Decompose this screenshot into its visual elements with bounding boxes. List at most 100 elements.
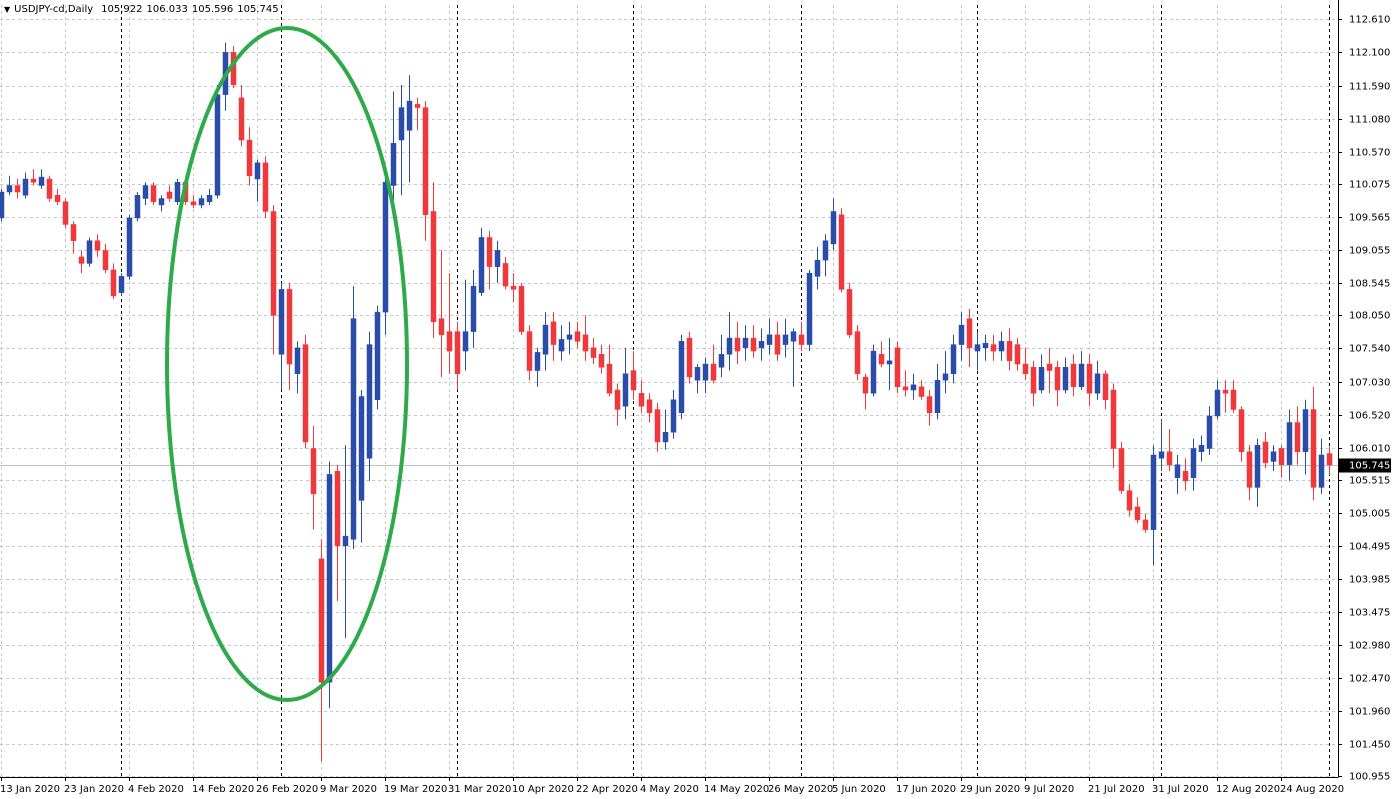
x-tick-label: 12 Aug 2020 xyxy=(1216,784,1280,795)
candle-body xyxy=(822,240,829,261)
candle-body xyxy=(1310,409,1317,488)
candle-body xyxy=(1022,363,1029,375)
candle-body xyxy=(54,194,61,202)
candle-body xyxy=(262,162,269,212)
candle-body xyxy=(846,289,853,336)
x-tick-label: 13 Jan 2020 xyxy=(0,784,60,795)
candle-body xyxy=(198,198,205,206)
candle-body xyxy=(110,269,117,297)
candle-body xyxy=(526,331,533,371)
candle-body xyxy=(62,201,69,225)
chart-header: ▼ USDJPY-cd,Daily 105.922 106.033 105.59… xyxy=(4,4,279,15)
candle-body xyxy=(1126,490,1133,511)
candle-body xyxy=(510,285,517,290)
candle-body xyxy=(902,386,909,391)
candle-body xyxy=(190,201,197,206)
y-tick-label: 101.960 xyxy=(1349,707,1390,718)
candle-body xyxy=(982,343,989,349)
candle-body xyxy=(1278,448,1285,465)
candle-body xyxy=(150,185,157,202)
header-close: 105.745 xyxy=(237,4,279,15)
candle-body xyxy=(766,334,773,345)
y-tick-label: 108.545 xyxy=(1349,279,1390,290)
candle-body xyxy=(966,318,973,349)
candle-body xyxy=(934,380,941,414)
candle-body xyxy=(918,386,925,397)
candle-body xyxy=(390,143,397,186)
candle-body xyxy=(830,211,837,245)
candle-body xyxy=(806,272,813,345)
candle-body xyxy=(1006,341,1013,362)
candle-body xyxy=(422,107,429,215)
candle-body xyxy=(718,354,725,368)
candle-body xyxy=(1182,470,1189,482)
candle-body xyxy=(158,198,165,206)
candle-body xyxy=(878,354,885,365)
y-tick-label: 102.470 xyxy=(1349,674,1390,685)
candle-body xyxy=(582,334,589,352)
candle-body xyxy=(1174,464,1181,478)
candle-body xyxy=(558,339,565,352)
candle-body xyxy=(710,363,717,381)
candle-body xyxy=(1206,415,1213,449)
candle-body xyxy=(646,399,653,414)
candle-body xyxy=(1294,422,1301,452)
x-tick-label: 26 May 2020 xyxy=(768,784,833,795)
candle-body xyxy=(998,341,1005,352)
x-tick-label: 4 May 2020 xyxy=(640,784,699,795)
candle-body xyxy=(14,185,21,193)
candle-body xyxy=(1230,389,1237,410)
candle-body xyxy=(782,334,789,345)
candle-body xyxy=(1254,444,1261,488)
candle-body xyxy=(1110,389,1117,449)
candle-body xyxy=(990,344,997,352)
candle-body xyxy=(446,331,453,352)
candle-body xyxy=(1054,367,1061,391)
candle-body xyxy=(686,337,693,378)
candle-body xyxy=(654,409,661,443)
candle-body xyxy=(1318,454,1325,488)
candle-body xyxy=(1222,389,1229,394)
candle-body xyxy=(838,214,845,290)
candle-body xyxy=(342,535,349,547)
x-tick-label: 22 Apr 2020 xyxy=(576,784,638,795)
candle-body xyxy=(86,240,93,264)
y-tick-label: 102.980 xyxy=(1349,641,1390,652)
candle-body xyxy=(750,337,757,352)
candle-body xyxy=(302,344,309,443)
candle-body xyxy=(462,331,469,352)
candle-body xyxy=(958,324,965,345)
candle-body xyxy=(1118,448,1125,491)
candle-body xyxy=(1302,409,1309,452)
candle-body xyxy=(286,289,293,365)
candle-body xyxy=(1062,367,1069,391)
x-tick-label: 21 Jul 2020 xyxy=(1088,784,1145,795)
candle-body xyxy=(894,347,901,388)
candle-body xyxy=(1198,444,1205,452)
candle-body xyxy=(798,334,805,345)
candle-body xyxy=(166,191,173,199)
y-tick-label: 103.475 xyxy=(1349,608,1390,619)
candle-body xyxy=(622,373,629,407)
highlight-ellipse xyxy=(165,26,409,702)
period-separators xyxy=(121,5,1330,777)
candle-body xyxy=(518,285,525,332)
price-label: 105.745 xyxy=(1349,461,1390,472)
y-tick-label: 111.590 xyxy=(1349,82,1390,93)
candle-body xyxy=(550,321,557,345)
candle-body xyxy=(950,344,957,375)
candle-body xyxy=(574,331,581,342)
y-tick-label: 106.010 xyxy=(1349,444,1390,455)
x-tick-label: 31 Mar 2020 xyxy=(448,784,511,795)
candle-body xyxy=(478,237,485,293)
candle-body xyxy=(94,240,101,251)
candle-body xyxy=(254,162,261,180)
candle-body xyxy=(1214,389,1221,417)
candle-body xyxy=(358,396,365,501)
price-label-box xyxy=(1339,458,1391,473)
candle-body xyxy=(30,178,37,183)
candle-body xyxy=(702,363,709,381)
candle-body xyxy=(758,341,765,349)
